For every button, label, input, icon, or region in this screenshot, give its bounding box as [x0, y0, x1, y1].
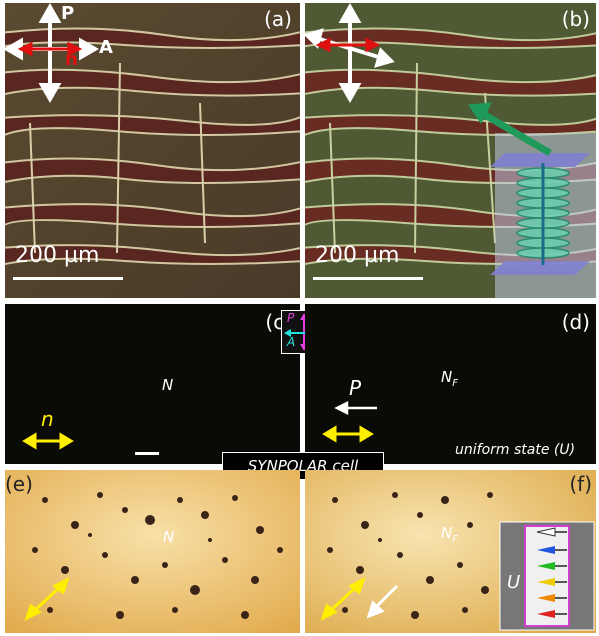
panel-a-image: [5, 3, 300, 298]
scale-bar-a: [13, 277, 123, 280]
scale-label-b: 200 µm: [315, 243, 400, 268]
polarization-label-d: P: [349, 376, 362, 400]
panel-d-image: [305, 304, 596, 464]
phase-d-main: N: [441, 368, 453, 386]
panel-b: (b) 200 µm: [305, 3, 596, 298]
panel-f: (f) NF U: [305, 470, 596, 633]
panel-e-label: (e): [5, 472, 33, 496]
director-label-c: n: [41, 407, 54, 431]
phase-f-main: N: [441, 524, 453, 542]
panel-f-image: [305, 470, 596, 633]
phase-label-d: NF: [441, 368, 458, 389]
panel-a-label: (a): [264, 7, 292, 31]
inset-label-f: U: [507, 572, 521, 593]
scale-label-a: 200 µm: [15, 243, 100, 268]
panel-e: (e) N: [5, 470, 300, 633]
phase-label-c: N: [162, 376, 174, 394]
panel-f-label: (f): [569, 472, 592, 496]
panel-d-label: (d): [561, 310, 590, 334]
panel-c-image: [5, 304, 300, 464]
panel-b-image: [305, 3, 596, 298]
polarizer-label: P: [61, 3, 75, 24]
state-label-d: uniform state (U): [455, 442, 576, 458]
phase-label-f: NF: [441, 524, 458, 545]
panel-e-image: [5, 470, 300, 633]
phase-f-sub: F: [452, 534, 458, 545]
panel-d: (d) NF P uniform state (U): [305, 304, 596, 464]
panel-a: (a) P A n 200 µm: [5, 3, 300, 298]
analyzer-label: A: [99, 37, 113, 58]
phase-label-e: N: [163, 528, 175, 546]
scale-bar-c: [135, 452, 159, 455]
phase-d-sub: F: [452, 378, 458, 389]
panel-c: (c) N n: [5, 304, 300, 464]
panel-b-label: (b): [561, 7, 590, 31]
scale-bar-b: [313, 277, 423, 280]
key-p-label: P: [287, 311, 295, 325]
key-a-label: A: [287, 335, 296, 349]
director-label-a: n: [65, 49, 78, 70]
